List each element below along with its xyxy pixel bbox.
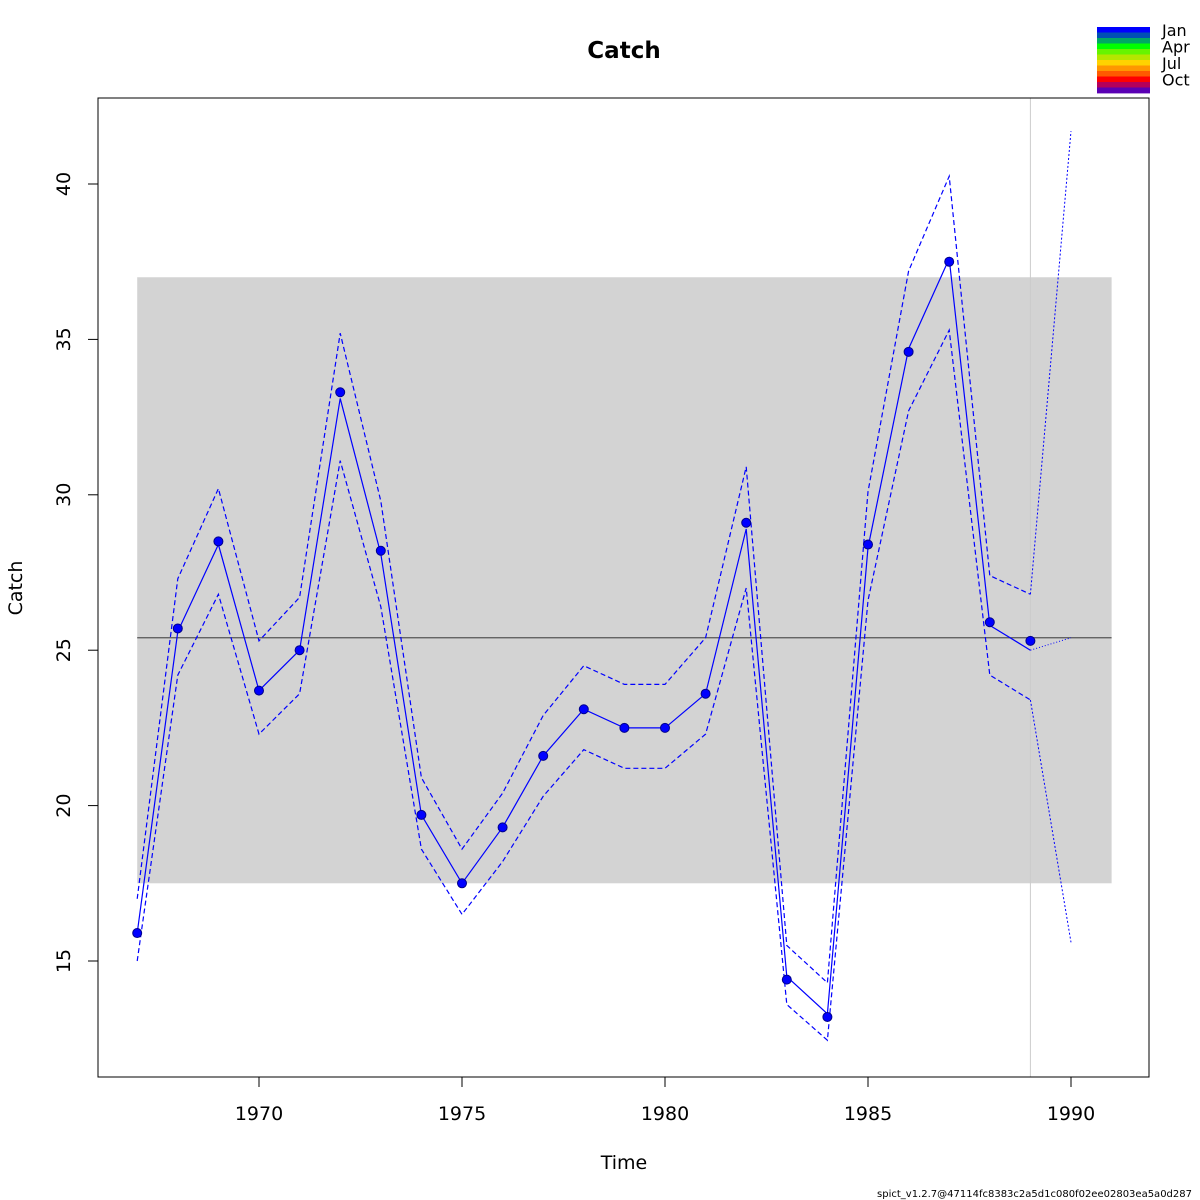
legend-color-swatch (1097, 38, 1150, 44)
legend-color-swatch (1097, 32, 1150, 39)
data-point (254, 685, 264, 696)
x-tick-label: 1985 (844, 1103, 892, 1125)
y-tick-label: 35 (53, 327, 75, 351)
data-point (700, 688, 711, 699)
data-point (132, 928, 143, 939)
x-axis: 1970 1975 1980 1985 1990 (235, 1076, 1095, 1125)
data-point (375, 545, 386, 556)
y-tick-label: 30 (53, 483, 75, 507)
legend-color-swatch (1097, 54, 1150, 61)
legend-label: Apr (1162, 38, 1190, 57)
lower-ci-line (136, 328, 1031, 1042)
legend-label: Oct (1162, 71, 1190, 90)
y-axis-label: Catch (5, 561, 27, 616)
data-point (172, 623, 183, 634)
legend-color-swatch (1097, 60, 1150, 66)
data-point (416, 809, 427, 820)
legend-color-swatch (1097, 87, 1150, 94)
reference-band (137, 277, 1112, 884)
legend-label: Jul (1161, 54, 1181, 73)
x-tick-label: 1970 (235, 1103, 283, 1125)
prediction-fitted-line (1030, 637, 1072, 651)
y-tick-label: 20 (53, 794, 75, 818)
legend-color-swatch (1097, 43, 1150, 50)
y-tick-label: 40 (53, 172, 75, 196)
data-point (1025, 635, 1036, 646)
data-point (538, 750, 549, 761)
data-point (984, 617, 995, 628)
data-point (213, 536, 224, 547)
data-point (903, 346, 914, 357)
data-point (741, 517, 752, 528)
data-point (294, 645, 305, 656)
data-point (619, 722, 630, 733)
chart-title: Catch (587, 38, 660, 64)
footer-version: spict_v1.2.7@47114fc8383c2a5d1c080f02ee0… (877, 1189, 1192, 1200)
data-point (944, 256, 955, 267)
legend-color-swatch (1097, 27, 1150, 33)
x-tick-label: 1975 (438, 1103, 486, 1125)
plot-area (132, 98, 1112, 1077)
data-point (578, 704, 589, 715)
data-point (863, 539, 873, 550)
legend-color-swatch (1097, 65, 1150, 72)
y-tick-label: 15 (53, 949, 75, 973)
data-point (457, 878, 467, 889)
legend-color-swatch (1097, 82, 1150, 88)
x-tick-label: 1990 (1047, 1103, 1095, 1125)
data-point (822, 1011, 833, 1022)
legend-color-swatch (1097, 71, 1150, 77)
data-point (781, 974, 792, 985)
y-axis: 15 20 25 30 35 40 (53, 172, 99, 973)
data-point (660, 722, 670, 733)
legend-color-swatch (1097, 76, 1150, 83)
legend-label: Jan (1161, 21, 1187, 40)
upper-ci-line (136, 173, 1031, 985)
data-point (335, 387, 346, 398)
x-axis-label: Time (600, 1152, 648, 1174)
x-tick-label: 1980 (641, 1103, 689, 1125)
legend-color-swatch (1097, 49, 1150, 55)
prediction-upper-line (1029, 131, 1072, 595)
y-tick-label: 25 (53, 638, 75, 662)
prediction-lower-line (1029, 699, 1072, 943)
data-point (497, 822, 508, 833)
